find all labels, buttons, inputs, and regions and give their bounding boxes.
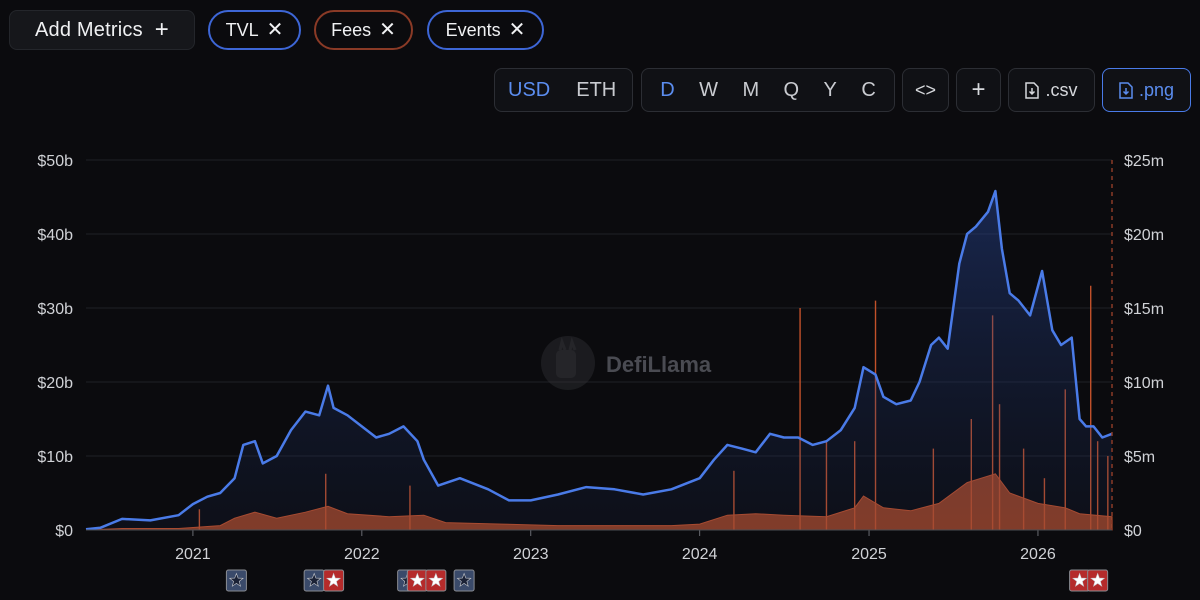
event-marker (1069, 569, 1091, 592)
star-icon (1072, 572, 1088, 587)
defillama-watermark: DefiLlama (541, 336, 712, 390)
add-metrics-label: Add Metrics (34, 18, 143, 41)
metric-chip-events[interactable]: Events ✕ (427, 10, 544, 50)
metric-chip-tvl[interactable]: TVL ✕ (208, 10, 301, 50)
currency-option-eth[interactable]: ETH (576, 78, 617, 101)
x-tick-label: 2023 (513, 546, 549, 563)
llama-logo-icon (541, 336, 595, 390)
y-right-tick-label: $5m (1124, 449, 1155, 466)
y-right-tick-label: $10m (1124, 375, 1164, 392)
period-toggle: D W M Q Y C (641, 68, 895, 112)
y-left-tick-label: $40b (37, 227, 73, 244)
x-tick-label: 2021 (175, 546, 211, 563)
csv-label: .csv (1045, 79, 1078, 100)
plus-icon: + (971, 76, 986, 103)
star-icon (228, 572, 244, 587)
close-icon[interactable]: ✕ (379, 19, 396, 41)
events-markers (225, 569, 1109, 592)
code-icon: <> (914, 79, 937, 100)
embed-button[interactable]: <> (902, 68, 949, 112)
metric-chip-fees[interactable]: Fees ✕ (314, 10, 413, 50)
currency-option-usd[interactable]: USD (508, 78, 551, 101)
y-right-tick-label: $0 (1124, 523, 1142, 540)
y-left-tick-label: $10b (37, 449, 73, 466)
tvl-area (86, 191, 1112, 530)
watermark-text: DefiLlama (606, 352, 712, 377)
tvl-fees-chart: DefiLlama $0 $10b $20b $30b $40b $50b $0 $5m $10… (37, 153, 1164, 592)
x-tick-label: 2024 (682, 546, 718, 563)
tvl-line (85, 189, 1113, 531)
y-left-tick-label: $20b (37, 375, 73, 392)
y-left-tick-label: $50b (37, 153, 73, 170)
event-marker (453, 569, 475, 592)
event-marker (406, 569, 428, 592)
star-icon (456, 572, 472, 587)
download-csv-button[interactable]: .csv (1008, 68, 1095, 112)
file-download-icon (1025, 81, 1040, 99)
y-right-tick-label: $20m (1124, 227, 1164, 244)
download-png-button[interactable]: .png (1102, 68, 1191, 112)
close-icon[interactable]: ✕ (266, 19, 284, 41)
event-marker (425, 569, 447, 592)
axes: $0 $10b $20b $30b $40b $50b $0 $5m $10m $15m $20m $… (37, 153, 1164, 563)
metric-chip-label: TVL (225, 19, 259, 40)
x-tick-label: 2022 (344, 546, 380, 563)
event-marker (225, 569, 247, 592)
add-metrics-button[interactable]: Add Metrics + (9, 10, 195, 50)
file-download-icon (1119, 81, 1133, 99)
y-left-tick-label: $0 (55, 523, 73, 540)
metric-chip-label: Events (445, 19, 501, 40)
y-right-tick-label: $25m (1124, 153, 1164, 170)
period-option-w[interactable]: W (699, 78, 718, 101)
star-icon (306, 572, 322, 587)
tvl-series (85, 189, 1113, 531)
y-right-tick-label: $15m (1124, 301, 1164, 318)
period-option-m[interactable]: M (742, 78, 760, 101)
x-tick-label: 2025 (851, 546, 887, 563)
currency-toggle: USD ETH (494, 68, 633, 112)
metric-chip-label: Fees (331, 19, 372, 40)
add-chart-button[interactable]: + (956, 68, 1001, 112)
event-marker (323, 569, 345, 592)
period-option-d[interactable]: D (660, 78, 675, 101)
star-icon (1090, 572, 1106, 587)
star-icon (409, 572, 425, 587)
period-option-q[interactable]: Q (783, 78, 800, 101)
star-icon (326, 572, 342, 587)
star-icon (428, 572, 444, 587)
period-option-c[interactable]: C (861, 78, 876, 101)
event-marker (1087, 569, 1109, 592)
plus-icon: + (154, 16, 169, 43)
png-label: .png (1138, 79, 1175, 100)
period-option-y[interactable]: Y (823, 78, 837, 101)
close-icon[interactable]: ✕ (508, 19, 526, 41)
x-tick-label: 2026 (1020, 546, 1056, 563)
y-left-tick-label: $30b (37, 301, 73, 318)
event-marker (303, 569, 325, 592)
